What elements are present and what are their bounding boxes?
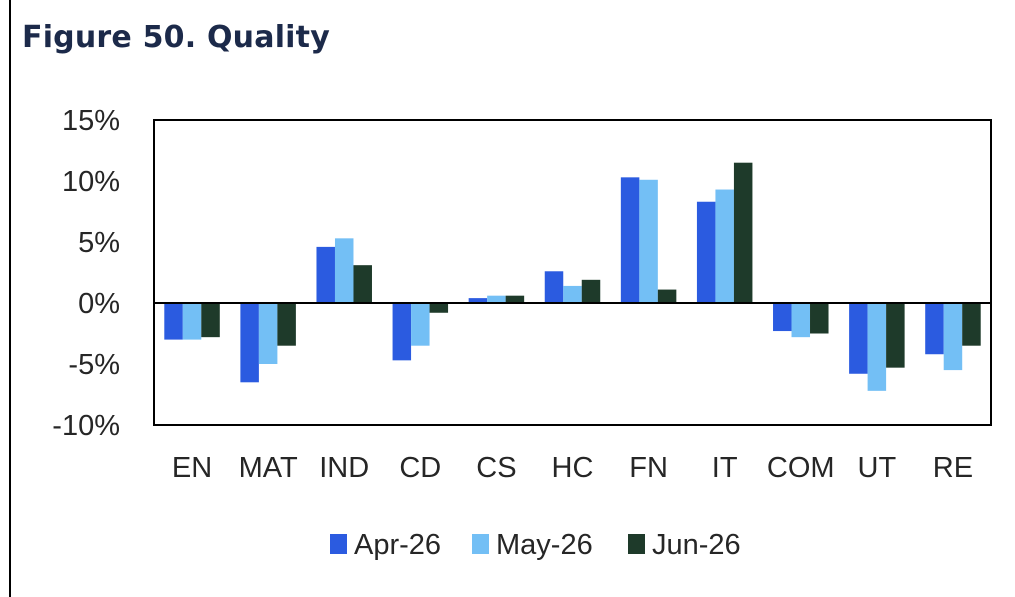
bar-Apr-26-EN [164, 303, 183, 340]
bar-May-26-CS [487, 295, 506, 303]
bar-Jun-26-CS [505, 295, 525, 303]
bar-Apr-26-RE [925, 303, 944, 355]
bar-May-26-FN [639, 179, 658, 303]
plot-area [153, 119, 992, 426]
legend-swatch-May-26 [472, 534, 489, 554]
bar-Jun-26-FN [657, 289, 677, 303]
y-axis: 15% 10% 5% 0% -5% -10% [52, 105, 120, 442]
x-axis: EN MAT IND CD CS HC FN IT COM UT RE [172, 452, 973, 484]
y-tick-label: -5% [68, 349, 120, 381]
x-tick-label: HC [552, 452, 594, 484]
bar-Apr-26-COM [773, 303, 792, 332]
chart-title: Figure 50. Quality [22, 20, 330, 55]
plot-border [153, 119, 992, 426]
bar-May-26-COM [791, 303, 811, 338]
y-tick-label: 5% [78, 227, 120, 259]
bar-Jun-26-RE [962, 303, 981, 346]
bar-Apr-26-CS [468, 298, 488, 303]
bar-Apr-26-IT [696, 201, 716, 303]
y-tick-label: -10% [52, 410, 120, 442]
legend: Apr-26 May-26 Jun-26 [330, 529, 741, 561]
bar-May-26-MAT [258, 303, 278, 364]
x-tick-label: CS [476, 452, 516, 484]
bar-May-26-CD [411, 303, 430, 346]
legend-swatch-Jun-26 [628, 534, 645, 554]
frame-border-line [9, 0, 11, 597]
bar-May-26-UT [867, 303, 887, 391]
y-tick-label: 0% [78, 288, 120, 320]
bar-Apr-26-CD [392, 303, 412, 361]
bar-Jun-26-IT [733, 162, 753, 303]
x-tick-label: RE [933, 452, 973, 484]
bar-Jun-26-IND [353, 265, 372, 303]
bar-May-26-IND [334, 238, 354, 303]
bar-Jun-26-UT [886, 303, 905, 368]
bar-May-26-RE [943, 303, 963, 371]
legend-label-May-26: May-26 [496, 529, 593, 561]
x-tick-label: COM [767, 452, 835, 484]
bar-Apr-26-UT [849, 303, 868, 374]
bar-Apr-26-FN [620, 177, 640, 303]
bar-Jun-26-CD [429, 303, 449, 313]
bar-May-26-IT [715, 189, 734, 303]
bar-Apr-26-IND [316, 246, 335, 303]
legend-swatch-Apr-26 [330, 534, 347, 554]
bar-Jun-26-HC [581, 279, 601, 303]
x-tick-label: MAT [239, 452, 298, 484]
x-tick-label: UT [858, 452, 897, 484]
bar-Apr-26-HC [544, 271, 564, 303]
y-tick-label: 15% [62, 105, 120, 137]
bar-Jun-26-COM [810, 303, 829, 334]
x-tick-label: EN [172, 452, 212, 484]
x-tick-label: IT [712, 452, 738, 484]
bar-Jun-26-MAT [277, 303, 296, 346]
x-tick-label: IND [319, 452, 369, 484]
bar-May-26-HC [563, 285, 582, 303]
bar-May-26-EN [182, 303, 202, 340]
y-tick-label: 10% [62, 166, 120, 198]
bar-Jun-26-EN [201, 303, 220, 338]
legend-label-Jun-26: Jun-26 [652, 529, 741, 561]
x-tick-label: CD [399, 452, 441, 484]
bar-Apr-26-MAT [240, 303, 259, 383]
x-tick-label: FN [629, 452, 668, 484]
legend-label-Apr-26: Apr-26 [354, 529, 441, 561]
